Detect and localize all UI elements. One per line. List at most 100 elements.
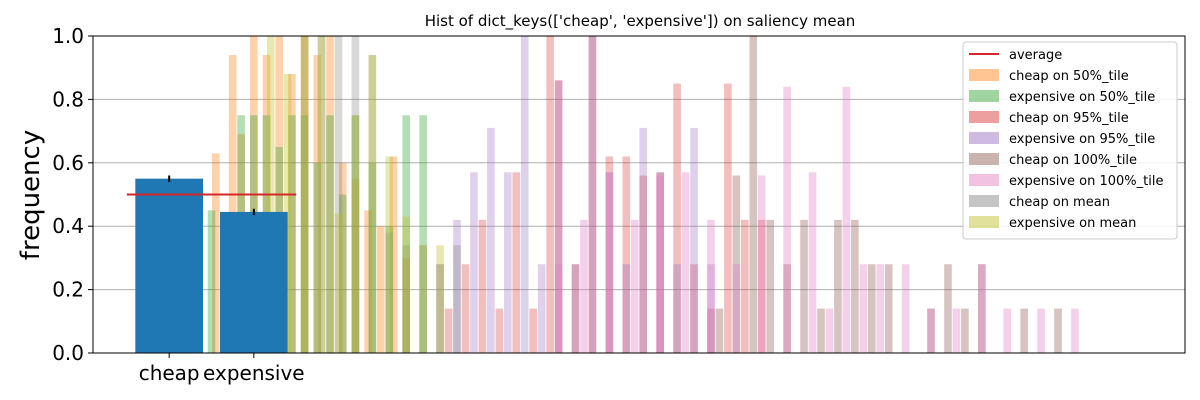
histogram-bar bbox=[554, 80, 563, 353]
histogram-bar bbox=[300, 36, 309, 353]
histogram-bar bbox=[656, 172, 664, 353]
histogram-bar bbox=[673, 83, 681, 354]
histogram-series bbox=[436, 36, 715, 354]
legend-box bbox=[962, 41, 1178, 240]
y-axis-label: frequency bbox=[16, 130, 46, 260]
histogram-bar bbox=[436, 245, 444, 353]
histogram-bar bbox=[503, 172, 512, 353]
legend-label: expensive on 95%_tile bbox=[1009, 132, 1155, 147]
histogram-bar bbox=[817, 308, 825, 353]
histogram-bar bbox=[656, 175, 664, 353]
histogram-bar bbox=[368, 162, 377, 353]
histogram-bar bbox=[724, 83, 732, 354]
histogram-bar bbox=[478, 219, 487, 353]
legend-label: expensive on mean bbox=[1009, 216, 1136, 231]
histogram-bar bbox=[317, 36, 326, 353]
histogram-bar bbox=[368, 55, 377, 354]
histogram-bar bbox=[351, 115, 360, 353]
y-tick-label: 0.2 bbox=[52, 278, 84, 302]
histogram-bar bbox=[402, 245, 411, 353]
histogram-bar bbox=[334, 213, 343, 353]
x-tick-label: cheap bbox=[139, 361, 200, 385]
histogram-bar bbox=[338, 194, 347, 353]
histogram-bar bbox=[622, 264, 631, 353]
histogram-bar bbox=[808, 172, 817, 353]
legend-label: expensive on 100%_tile bbox=[1009, 174, 1163, 189]
histogram-bar bbox=[313, 162, 322, 353]
histogram-bar bbox=[901, 264, 910, 353]
histogram-bar bbox=[1020, 308, 1028, 353]
histogram-bar bbox=[978, 264, 986, 353]
histogram-bar bbox=[690, 264, 698, 353]
histogram-bar bbox=[825, 308, 834, 353]
histogram-bar bbox=[800, 219, 808, 353]
histogram-bar bbox=[402, 257, 411, 353]
histogram-bar bbox=[639, 127, 648, 354]
histogram-bar bbox=[385, 156, 394, 353]
y-tick-label: 0.8 bbox=[52, 87, 84, 111]
histogram-bar bbox=[520, 36, 529, 353]
histogram-bar bbox=[377, 226, 385, 353]
histogram-bar bbox=[732, 175, 741, 353]
histogram-bar bbox=[952, 308, 961, 353]
legend-label: cheap on 100%_tile bbox=[1009, 153, 1137, 168]
legend-label: cheap on mean bbox=[1009, 195, 1110, 210]
histogram-series bbox=[715, 36, 1062, 353]
y-axis: 0.0 0.2 0.4 0.6 0.8 1.0 bbox=[52, 24, 93, 365]
histogram-bar bbox=[690, 127, 698, 354]
histogram-bar bbox=[334, 36, 343, 353]
histogram-bar bbox=[783, 264, 791, 353]
histogram-bar bbox=[419, 245, 427, 353]
histogram-bar bbox=[512, 172, 521, 353]
histogram-bar bbox=[656, 172, 664, 353]
histogram-bar bbox=[385, 226, 394, 353]
plot-frame bbox=[92, 35, 1186, 354]
legend-swatch bbox=[969, 111, 999, 123]
legend-swatch bbox=[969, 195, 999, 207]
category-bar bbox=[219, 211, 288, 353]
main-bars bbox=[135, 175, 288, 353]
histogram-bar bbox=[961, 308, 969, 353]
x-axis: cheap expensive bbox=[139, 353, 305, 385]
histogram-bar bbox=[351, 178, 360, 353]
histogram-bar bbox=[766, 219, 775, 353]
histogram-bar bbox=[385, 232, 394, 353]
histogram-bar bbox=[228, 55, 237, 354]
histogram-bar bbox=[673, 264, 681, 353]
legend-swatch bbox=[969, 216, 999, 228]
histogram-bar bbox=[1037, 308, 1045, 353]
histogram-bar bbox=[1054, 308, 1062, 353]
legend-label: expensive on 50%_tile bbox=[1009, 90, 1155, 105]
histogram-bar bbox=[707, 219, 715, 353]
histogram-bar bbox=[749, 36, 758, 353]
histogram-bar bbox=[944, 264, 952, 353]
histogram-bar bbox=[605, 172, 614, 353]
histogram-bar bbox=[300, 36, 309, 353]
histogram-bar bbox=[732, 264, 741, 353]
histogram-bar bbox=[571, 264, 580, 353]
histogram-bar bbox=[588, 36, 597, 353]
histogram-bar bbox=[207, 210, 216, 353]
histogram-bar bbox=[842, 86, 851, 353]
histogram-bar bbox=[757, 219, 766, 353]
legend-swatch bbox=[969, 90, 999, 102]
histogram-bar bbox=[707, 264, 715, 353]
histogram-bar bbox=[546, 36, 554, 353]
histogram-bar bbox=[605, 156, 614, 353]
histogram-bar bbox=[554, 80, 563, 353]
histogram-bar bbox=[453, 219, 461, 353]
histogram-bar bbox=[326, 115, 334, 353]
histogram-bar bbox=[978, 264, 986, 353]
y-tick-label: 1.0 bbox=[52, 24, 84, 48]
histogram-bar bbox=[630, 219, 639, 353]
histogram-bar bbox=[326, 36, 334, 353]
histogram-bar bbox=[529, 308, 537, 353]
histogram-bar bbox=[537, 264, 546, 353]
histogram-bar bbox=[300, 36, 309, 353]
histogram-bar bbox=[300, 115, 309, 353]
histogram-bar bbox=[368, 55, 377, 354]
legend-label: average bbox=[1009, 48, 1062, 63]
histogram-bar bbox=[419, 245, 427, 353]
y-tick-label: 0.0 bbox=[52, 341, 84, 365]
y-tick-label: 0.6 bbox=[52, 151, 84, 175]
